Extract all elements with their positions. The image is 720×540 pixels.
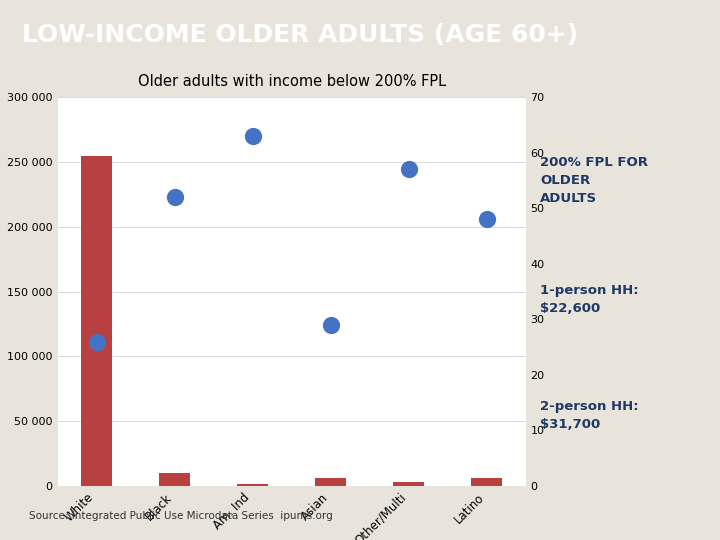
Point — [91, 338, 102, 346]
Text: 1-person HH:
$22,600: 1-person HH: $22,600 — [540, 284, 639, 315]
Bar — [393, 482, 424, 486]
Bar — [471, 478, 503, 486]
Bar — [315, 478, 346, 486]
Bar — [237, 484, 268, 486]
Title: Older adults with income below 200% FPL: Older adults with income below 200% FPL — [138, 74, 446, 89]
Point — [325, 321, 336, 329]
Text: Source: Integrated Public Use Microdata Series  ipums.org: Source: Integrated Public Use Microdata … — [29, 511, 333, 521]
Point — [168, 193, 180, 201]
Text: 2-person HH:
$31,700: 2-person HH: $31,700 — [540, 401, 639, 431]
Point — [247, 132, 258, 140]
Text: LOW-INCOME OLDER ADULTS (AGE 60+): LOW-INCOME OLDER ADULTS (AGE 60+) — [22, 23, 577, 47]
Bar — [159, 473, 190, 486]
Text: 200% FPL FOR
OLDER
ADULTS: 200% FPL FOR OLDER ADULTS — [540, 156, 648, 205]
Point — [403, 165, 415, 174]
Point — [481, 215, 492, 224]
Bar — [81, 156, 112, 486]
